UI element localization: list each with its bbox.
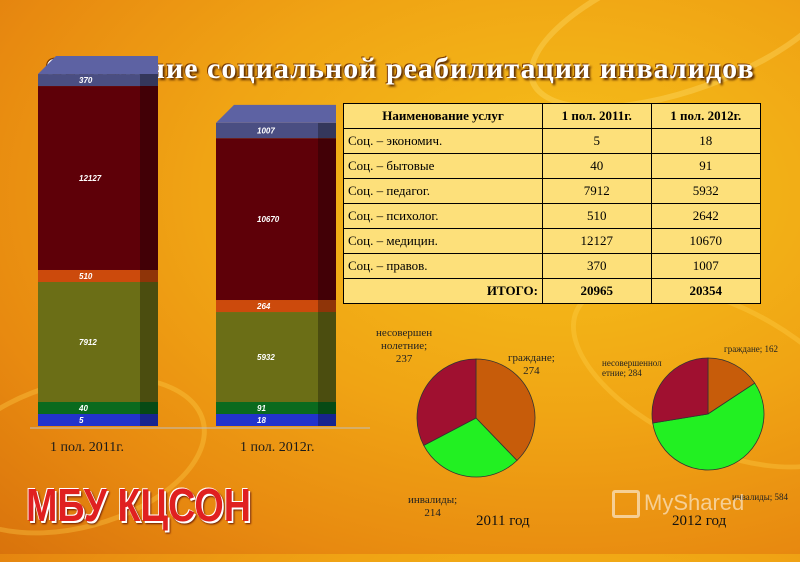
presentation-icon <box>612 490 640 519</box>
watermark-text: MyShared <box>644 490 745 515</box>
pie-label-line: 237 <box>395 353 413 365</box>
watermark: MyShared <box>612 490 745 519</box>
page-title: Отделение социальной реабилитации инвали… <box>45 52 755 85</box>
table-cell-value: 1007 <box>650 253 761 279</box>
bar-top-face <box>216 104 336 123</box>
pie-label-line: инвалиды; 584 <box>732 492 789 502</box>
pie-label-line: несовершен <box>376 327 433 339</box>
services-table: Наименование услуг 1 пол. 2011г. 1 пол. … <box>343 103 761 304</box>
bar-data-label: 12127 <box>79 174 102 183</box>
pie-label-disabled-2011: инвалиды; 214 <box>408 494 457 520</box>
pie-caption-2011: 2011 год <box>476 513 530 529</box>
pie-label-line: 214 <box>424 507 441 519</box>
pie-label-minors-2012: несовершеннол етние; 284 <box>602 358 662 378</box>
pie-label-line: граждане; 162 <box>724 344 779 354</box>
bar-data-label: 40 <box>78 404 88 413</box>
table-row: Соц. – правов. 370 1007 <box>343 253 761 279</box>
bar-data-label: 91 <box>257 404 266 413</box>
bar-data-label: 10670 <box>257 215 280 224</box>
pie-slice <box>707 357 756 415</box>
table-total-value: 20354 <box>650 278 761 304</box>
table-total-value: 20965 <box>542 278 652 304</box>
table-cell-value: 5932 <box>650 178 761 204</box>
bar-segment-legal: 370 <box>38 74 158 87</box>
column-header: 1 пол. 2011г. <box>542 103 652 129</box>
table-header-row: Наименование услуг 1 пол. 2011г. 1 пол. … <box>343 103 761 129</box>
bar-segment-household: 40 <box>38 402 158 414</box>
table-cell-label: Соц. – правов. <box>343 253 543 279</box>
table-cell-label: Соц. – бытовые <box>343 153 543 179</box>
pie-label-line: етние; 284 <box>602 368 642 378</box>
pie-slice <box>652 382 765 471</box>
bar-data-label: 264 <box>256 302 271 311</box>
bar-top-face <box>38 56 158 75</box>
column-header: Наименование услуг <box>343 103 543 129</box>
bar-data-label: 510 <box>79 272 93 281</box>
bar-data-label: 5932 <box>257 353 275 362</box>
table-row: Соц. – бытовые 40 91 <box>343 153 761 179</box>
pie-caption-2012: 2012 год <box>672 513 727 529</box>
pie-slice <box>475 358 536 462</box>
table-cell-label: Соц. – педагог. <box>343 178 543 204</box>
pie-label-citizens-2012: граждане; 162 <box>724 344 778 354</box>
table-row: Соц. – психолог. 510 2642 <box>343 203 761 229</box>
table-cell-value: 2642 <box>650 203 761 229</box>
table-cell-value: 18 <box>650 128 761 154</box>
bar-segment-pedagogical: 5932 <box>216 312 336 402</box>
organization-logo-text: МБУ КЦСОН <box>26 479 252 531</box>
x-tick-label: 1 пол. 2011г. <box>50 440 124 455</box>
bar-data-label: 7912 <box>79 338 97 347</box>
pie-slice <box>423 417 518 478</box>
bar-segment-economic: 5 <box>38 414 158 426</box>
bar-data-label: 18 <box>257 416 266 425</box>
bar-segment-psychological: 510 <box>38 269 158 282</box>
table-total-row: ИТОГО: 20965 20354 <box>343 278 761 304</box>
pie-label-line: несовершеннол <box>602 358 662 368</box>
pie-slice <box>416 358 477 446</box>
bar-segment-economic: 18 <box>216 414 336 426</box>
pie-label-line: граждане; <box>508 352 555 364</box>
table-row: Соц. – экономич. 5 18 <box>343 128 761 154</box>
pie-label-disabled-2012: инвалиды; 584 <box>732 492 788 502</box>
pie-label-citizens-2011: граждане; 274 <box>508 352 555 378</box>
bar-segment-psychological: 264 <box>216 300 336 313</box>
pie-label-line: инвалиды; <box>408 494 458 506</box>
column-header: 1 пол. 2012г. <box>650 103 761 129</box>
bar-segment-pedagogical: 7912 <box>38 281 158 402</box>
x-tick-label: 1 пол. 2012г. <box>240 440 315 455</box>
pie-label-minors-2011: несовершен нолетние; 237 <box>376 327 432 366</box>
bar-segment-medical: 10670 <box>216 138 336 301</box>
bar-segment-legal: 1007 <box>216 122 336 139</box>
bar-segment-household: 91 <box>216 402 336 414</box>
table-total-label: ИТОГО: <box>343 278 543 304</box>
pie-label-line: нолетние; <box>381 340 428 352</box>
bar-data-label: 1007 <box>257 127 275 136</box>
bar-data-label: 5 <box>79 416 84 425</box>
pie-label-line: 274 <box>523 365 540 377</box>
bar-data-label: 370 <box>79 76 93 85</box>
table-row: Соц. – педагог. 7912 5932 <box>343 178 761 204</box>
pie-slice <box>651 357 709 424</box>
bar-segment-medical: 12127 <box>38 86 158 270</box>
table-cell-value: 91 <box>650 153 761 179</box>
